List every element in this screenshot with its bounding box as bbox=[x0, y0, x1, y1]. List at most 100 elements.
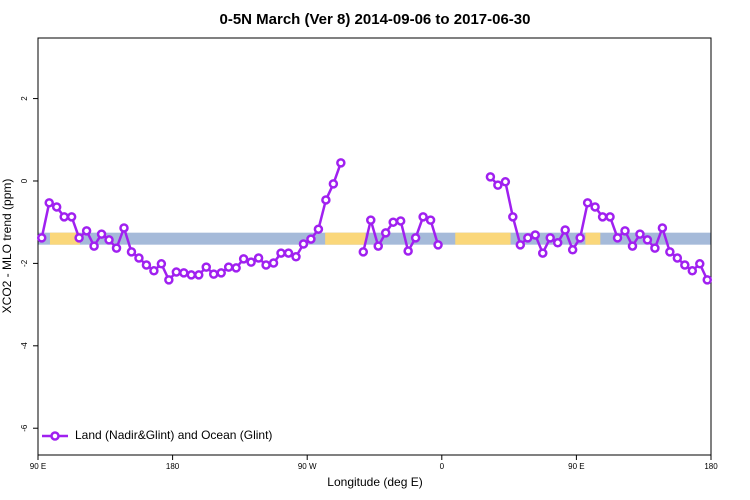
data-point bbox=[156, 259, 167, 269]
data-point bbox=[134, 253, 144, 263]
data-point bbox=[627, 241, 638, 251]
y-tick-label: 0 bbox=[20, 178, 29, 183]
data-point bbox=[66, 212, 77, 222]
y-tick-label: -6 bbox=[20, 424, 29, 432]
data-point bbox=[672, 253, 683, 263]
y-tick-label: -4 bbox=[20, 342, 29, 350]
x-tick-label: 90 W bbox=[298, 462, 317, 471]
data-point bbox=[388, 217, 398, 227]
band-highlight bbox=[585, 232, 601, 245]
data-point bbox=[523, 233, 533, 243]
data-point bbox=[366, 215, 376, 225]
data-point bbox=[657, 223, 668, 233]
data-point bbox=[552, 238, 563, 248]
data-point bbox=[650, 243, 660, 253]
data-point bbox=[612, 233, 623, 243]
data-point bbox=[186, 270, 197, 280]
data-point bbox=[216, 268, 226, 278]
y-tick-label: -2 bbox=[20, 259, 29, 267]
data-point bbox=[665, 247, 675, 257]
data-point bbox=[425, 215, 436, 225]
data-point bbox=[687, 266, 698, 276]
legend-label: Land (Nadir&Glint) and Ocean (Glint) bbox=[75, 428, 272, 442]
band-highlight bbox=[49, 232, 80, 245]
data-point bbox=[560, 225, 570, 235]
data-point bbox=[261, 260, 271, 270]
data-point bbox=[149, 266, 159, 276]
data-point bbox=[702, 275, 713, 285]
x-tick-label: 180 bbox=[166, 462, 180, 471]
data-point bbox=[164, 275, 174, 285]
x-tick-label: 180 bbox=[704, 462, 718, 471]
y-axis-label: XCO2 - MLO trend (ppm) bbox=[0, 179, 14, 314]
data-point bbox=[403, 246, 413, 256]
data-point bbox=[126, 247, 137, 257]
chart-title: 0-5N March (Ver 8) 2014-09-06 to 2017-06… bbox=[219, 11, 530, 28]
data-point bbox=[493, 180, 503, 190]
data-point bbox=[298, 239, 309, 249]
data-point bbox=[36, 233, 47, 243]
data-point bbox=[306, 234, 316, 244]
data-point bbox=[141, 260, 152, 270]
x-axis-label: Longitude (deg E) bbox=[327, 475, 422, 489]
band-highlight bbox=[455, 232, 511, 245]
data-point bbox=[74, 233, 84, 243]
data-point bbox=[246, 257, 256, 267]
data-point bbox=[508, 212, 518, 222]
x-tick-label: 0 bbox=[440, 462, 445, 471]
data-point bbox=[201, 262, 211, 272]
data-point bbox=[238, 254, 249, 264]
data-point bbox=[538, 248, 548, 258]
data-point bbox=[395, 216, 406, 226]
data-point bbox=[680, 260, 690, 270]
data-point bbox=[620, 226, 630, 236]
data-point bbox=[410, 233, 421, 243]
data-point bbox=[313, 224, 324, 234]
data-point bbox=[44, 198, 54, 208]
data-point bbox=[276, 248, 286, 258]
data-point bbox=[81, 226, 92, 236]
data-point bbox=[119, 223, 129, 233]
data-point bbox=[321, 195, 331, 205]
data-point bbox=[635, 229, 645, 239]
legend-marker bbox=[50, 431, 60, 441]
data-point bbox=[96, 229, 107, 239]
data-point bbox=[223, 262, 234, 272]
data-point bbox=[194, 270, 204, 280]
data-point bbox=[642, 235, 653, 245]
data-point bbox=[597, 212, 608, 222]
data-point bbox=[433, 240, 443, 250]
data-point bbox=[283, 248, 294, 258]
data-point bbox=[328, 179, 339, 189]
data-point bbox=[171, 267, 182, 277]
band-highlight bbox=[325, 232, 366, 245]
data-point bbox=[575, 233, 585, 243]
data-point bbox=[418, 212, 428, 222]
data-point bbox=[582, 198, 593, 208]
data-point bbox=[515, 240, 526, 250]
data-point bbox=[208, 269, 219, 279]
data-point bbox=[358, 247, 369, 257]
data-point bbox=[336, 158, 346, 168]
x-tick-label: 90 E bbox=[568, 462, 584, 471]
data-point bbox=[380, 228, 391, 238]
data-point bbox=[500, 177, 511, 187]
data-point bbox=[253, 253, 264, 263]
data-point bbox=[59, 212, 69, 222]
data-point bbox=[373, 241, 383, 251]
x-tick-label: 90 E bbox=[30, 462, 46, 471]
data-point bbox=[268, 258, 279, 268]
y-tick-label: 2 bbox=[20, 96, 29, 101]
data-point bbox=[291, 252, 301, 262]
data-point bbox=[695, 259, 705, 269]
data-point bbox=[605, 212, 615, 222]
data-point bbox=[89, 241, 99, 251]
data-point bbox=[485, 172, 496, 182]
data-point bbox=[179, 268, 189, 278]
data-point bbox=[545, 233, 555, 243]
data-point bbox=[567, 245, 578, 255]
plot-frame bbox=[37, 37, 712, 456]
data-point bbox=[51, 202, 62, 212]
